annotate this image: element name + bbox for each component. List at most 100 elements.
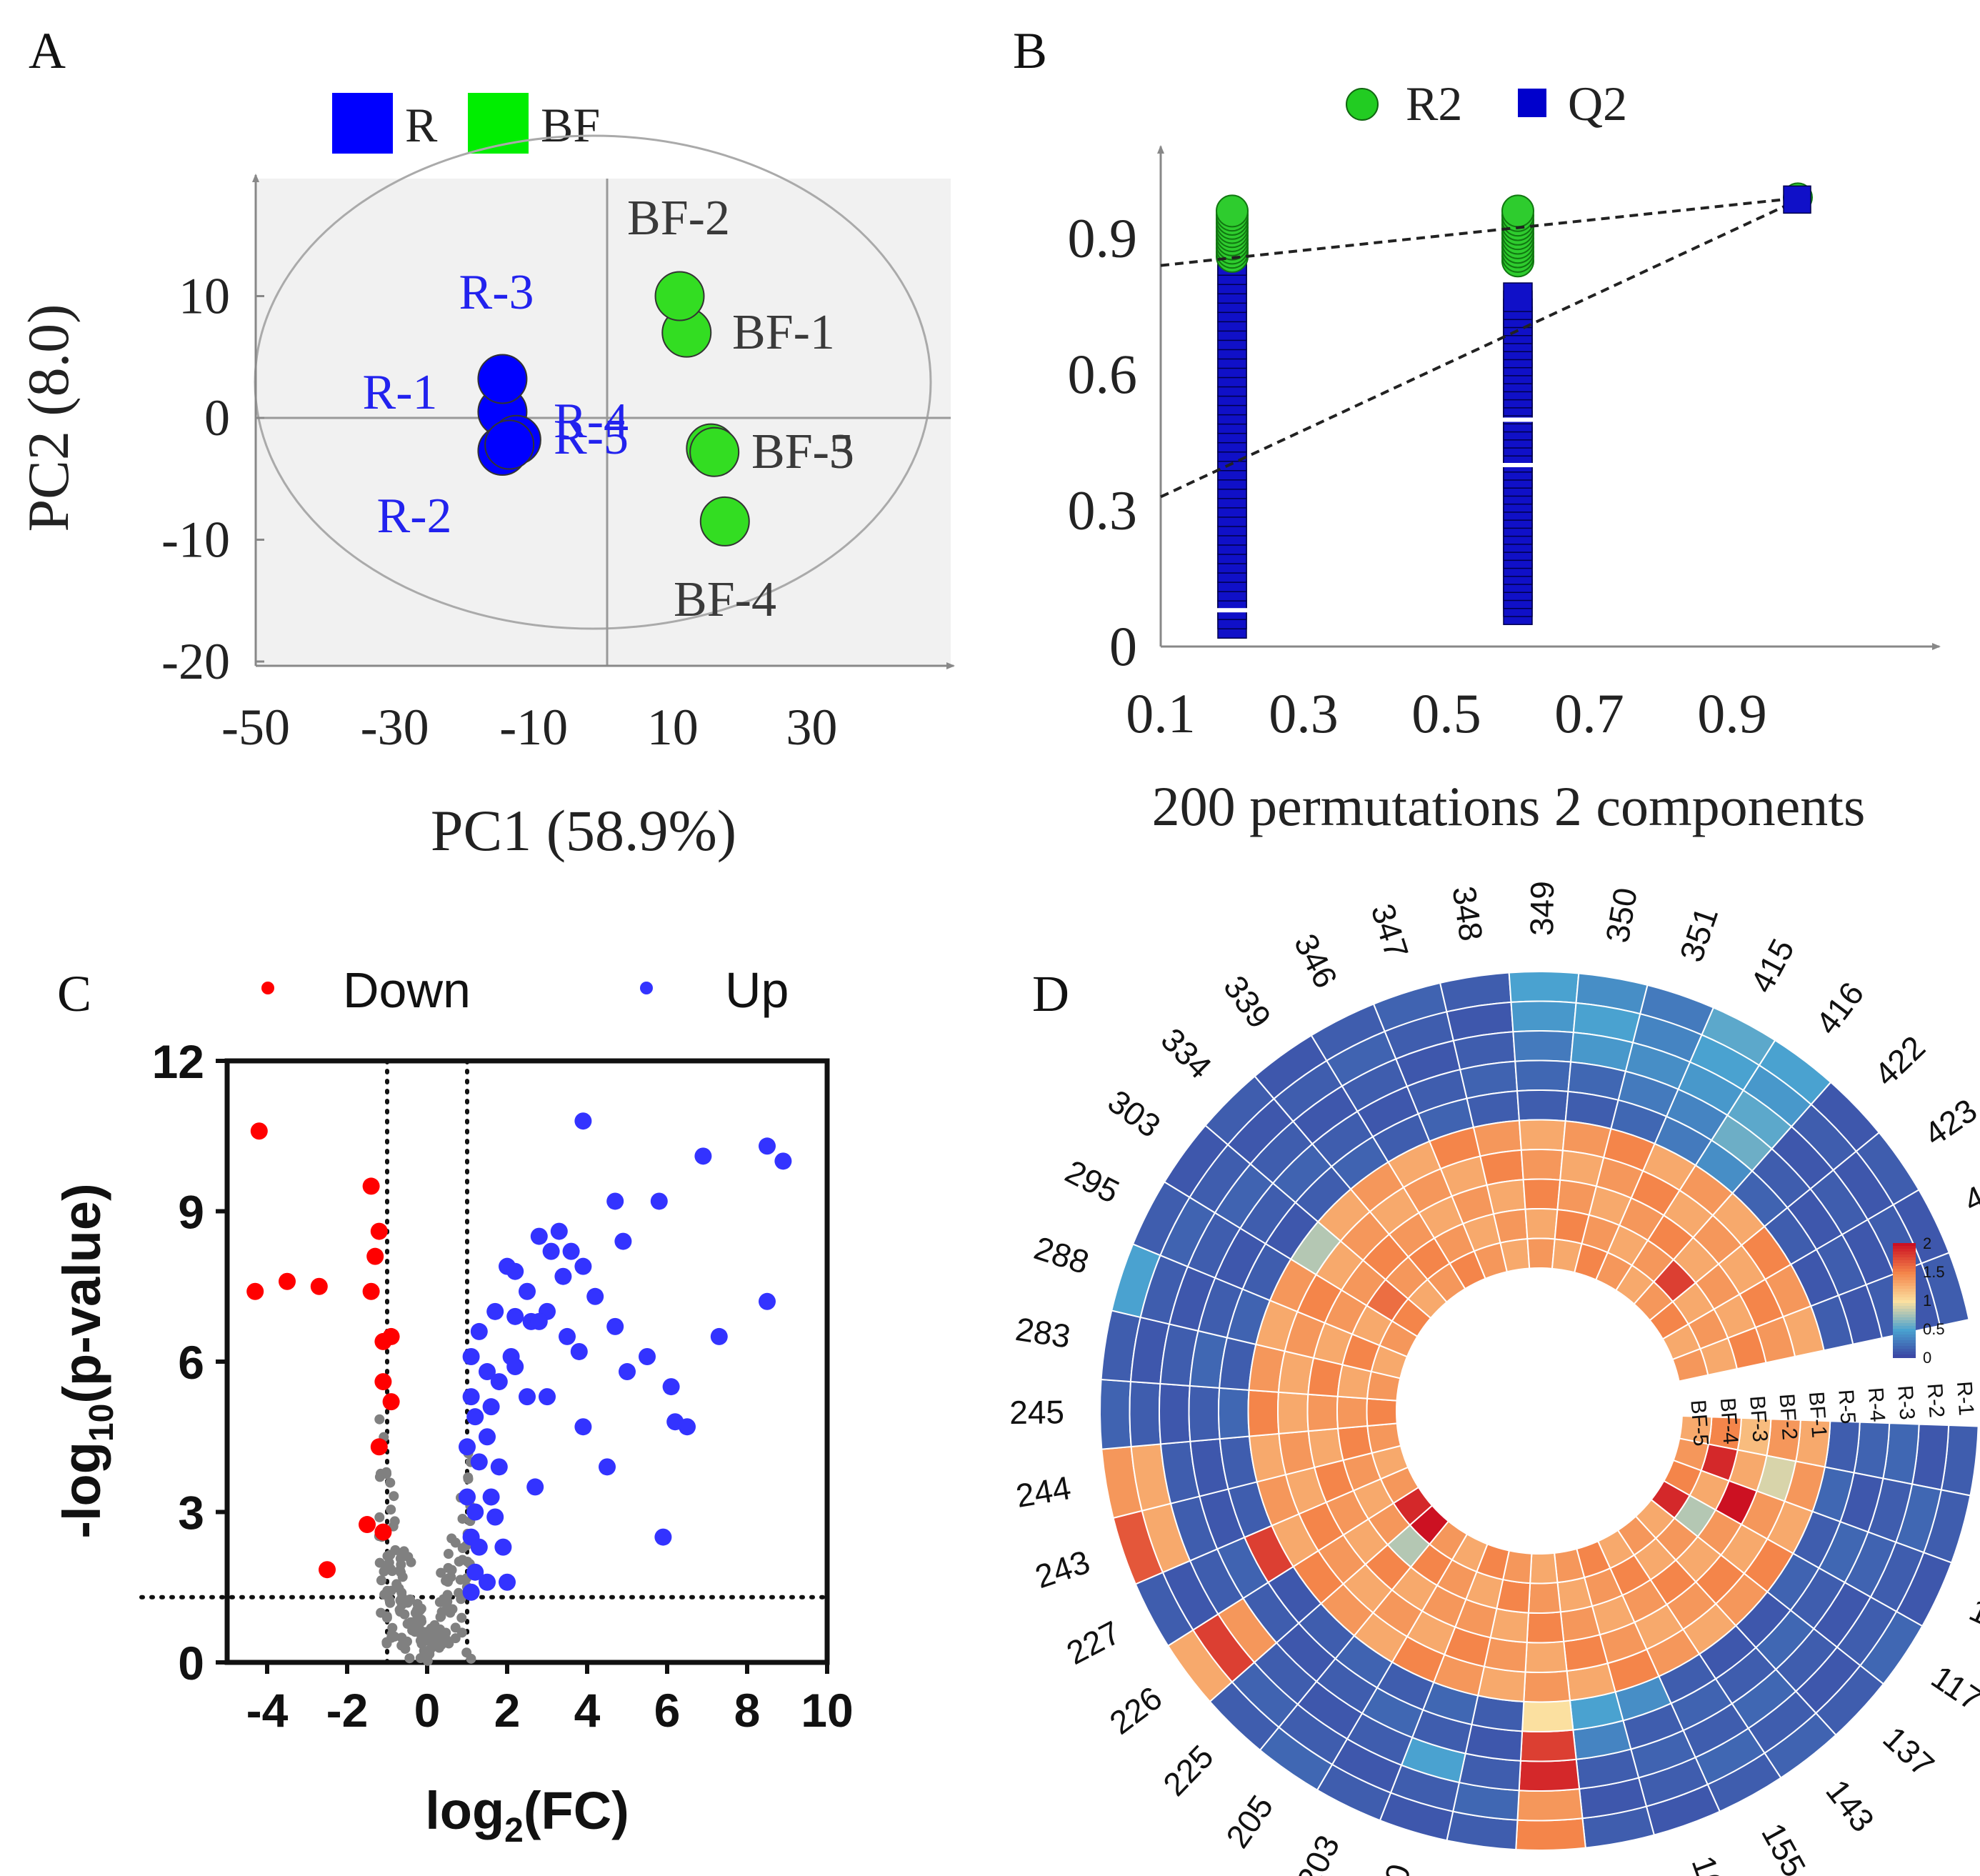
heat-cell-349-r-2 xyxy=(1510,1000,1577,1034)
up-point xyxy=(482,1488,500,1506)
colorbar-step xyxy=(1893,1326,1916,1329)
up-point xyxy=(470,1453,488,1471)
feature-label-205: 205 xyxy=(1219,1788,1281,1855)
down-point xyxy=(370,1222,388,1240)
down-point xyxy=(374,1373,392,1391)
heat-cell-170-bf-1 xyxy=(1523,1670,1571,1703)
sample-label-bf-5: BF-5 xyxy=(1686,1399,1712,1447)
ns-point xyxy=(389,1491,399,1502)
panel-a: A R BF -50 -30 -10 10 30 10 0 -10 -20 R-1 R-2 R-3… xyxy=(16,22,955,863)
x-axis-title: 200 permutations 2 components xyxy=(1152,775,1866,837)
ns-point xyxy=(400,1644,411,1655)
y-tick-label: 0.3 xyxy=(1068,479,1138,542)
up-point xyxy=(759,1137,776,1155)
sample-ring-labels: R-1R-2R-3R-4R-5BF-1BF-2BF-3BF-4BF-5 xyxy=(1686,1380,1978,1447)
heat-cell-349-bf-2 xyxy=(1520,1149,1564,1181)
heat-cell-170-r-2 xyxy=(1516,1787,1584,1822)
colorbar-step xyxy=(1893,1254,1916,1258)
heat-cell-348-bf-4 xyxy=(1492,1208,1529,1244)
panel-b-legend: R2 Q2 xyxy=(1346,76,1627,131)
up-point xyxy=(486,1508,504,1526)
x-axis-title: log2(FC) xyxy=(425,1781,629,1850)
heat-cell-245-bf-2 xyxy=(1277,1391,1309,1435)
sample-label-r-1: R-1 xyxy=(1952,1380,1978,1417)
heat-cell-170-bf-3 xyxy=(1526,1611,1565,1644)
ns-point xyxy=(396,1600,407,1610)
ns-point xyxy=(396,1632,407,1643)
up-point xyxy=(462,1347,480,1365)
x-tick-label: 2 xyxy=(494,1684,521,1737)
heat-cell-174-bf-2 xyxy=(1483,1637,1528,1673)
up-point xyxy=(562,1242,580,1260)
x-tick-label: -4 xyxy=(246,1684,289,1737)
feature-label-348: 348 xyxy=(1445,884,1490,944)
up-point xyxy=(490,1373,508,1391)
heat-cell-349-bf-3 xyxy=(1522,1178,1561,1211)
feature-label-111: 111 xyxy=(1964,1590,1980,1645)
y-tick-label: 0.9 xyxy=(1068,207,1138,269)
plot-frame xyxy=(224,1058,830,1665)
sample-label-bf-4: BF-4 xyxy=(1716,1397,1742,1445)
feature-label-244: 244 xyxy=(1014,1469,1074,1515)
feature-label-295: 295 xyxy=(1059,1152,1125,1210)
y-tick-label: 0 xyxy=(178,1637,204,1690)
feature-label-423: 423 xyxy=(1917,1092,1980,1153)
legend-up-label: Up xyxy=(725,962,789,1018)
ns-point xyxy=(403,1552,414,1562)
legend-q2-label: Q2 xyxy=(1568,76,1627,131)
up-point xyxy=(494,1538,512,1556)
y-axis-title: -log10(p-value) xyxy=(52,1183,121,1538)
colorbar-step xyxy=(1893,1266,1916,1269)
feature-label-347: 347 xyxy=(1364,899,1416,963)
up-point xyxy=(519,1282,536,1300)
heat-cell-349-r-4 xyxy=(1514,1059,1572,1092)
ns-point xyxy=(463,1474,474,1485)
heat-cell-349-bf-4 xyxy=(1524,1208,1559,1240)
feature-label-422: 422 xyxy=(1867,1028,1932,1093)
up-point xyxy=(694,1147,712,1165)
heat-cell-170-r-3 xyxy=(1518,1758,1581,1792)
pca-label-bf-2: BF-2 xyxy=(627,191,730,246)
q2-permutation-square xyxy=(1503,282,1533,312)
y-tick-label: 12 xyxy=(152,1035,204,1088)
down-point xyxy=(366,1247,384,1265)
x-tick-labels: -4 -2 0 2 4 6 8 10 xyxy=(246,1662,854,1737)
colorbar-step xyxy=(1893,1272,1916,1275)
feature-label-203: 203 xyxy=(1289,1830,1346,1876)
x-tick-label: 0.3 xyxy=(1269,682,1339,744)
feature-label-339: 339 xyxy=(1216,969,1279,1035)
ns-point xyxy=(461,1647,472,1658)
x-tick-label: 0.7 xyxy=(1554,682,1624,744)
y-tick-label: 0 xyxy=(1109,615,1137,677)
ns-point xyxy=(394,1583,404,1594)
heat-cell-349-bf-1 xyxy=(1518,1119,1566,1152)
up-point xyxy=(606,1192,624,1210)
heat-cell-170-bf-5 xyxy=(1529,1552,1559,1585)
feature-label-137: 137 xyxy=(1876,1719,1941,1783)
x-tick-labels: 0.1 0.3 0.5 0.7 0.9 xyxy=(1126,682,1767,744)
pca-point-bf-5 xyxy=(689,426,740,477)
up-point xyxy=(574,1257,592,1275)
up-point xyxy=(466,1503,484,1521)
ns-point xyxy=(374,1414,385,1425)
feature-label-283: 283 xyxy=(1013,1310,1073,1355)
q2-original-square xyxy=(1783,185,1811,214)
x-tick-label: 6 xyxy=(654,1684,681,1737)
up-point xyxy=(530,1227,548,1245)
panel-a-label: A xyxy=(29,22,66,79)
ns-point xyxy=(446,1533,457,1544)
x-tick-label: 10 xyxy=(801,1684,853,1737)
x-tick-label: 10 xyxy=(647,699,699,756)
ns-point xyxy=(441,1627,451,1638)
colorbar-step xyxy=(1893,1297,1916,1301)
y-tick-label: 10 xyxy=(179,268,230,325)
y-tick-labels: 0 3 6 9 12 xyxy=(152,1035,227,1690)
ns-point xyxy=(419,1645,430,1656)
legend-up-marker xyxy=(640,982,653,994)
up-point xyxy=(539,1388,556,1406)
down-point xyxy=(246,1282,264,1300)
permutation-marks xyxy=(1160,182,1813,639)
up-point xyxy=(466,1563,484,1581)
heat-cell-245-r-5 xyxy=(1218,1387,1251,1440)
